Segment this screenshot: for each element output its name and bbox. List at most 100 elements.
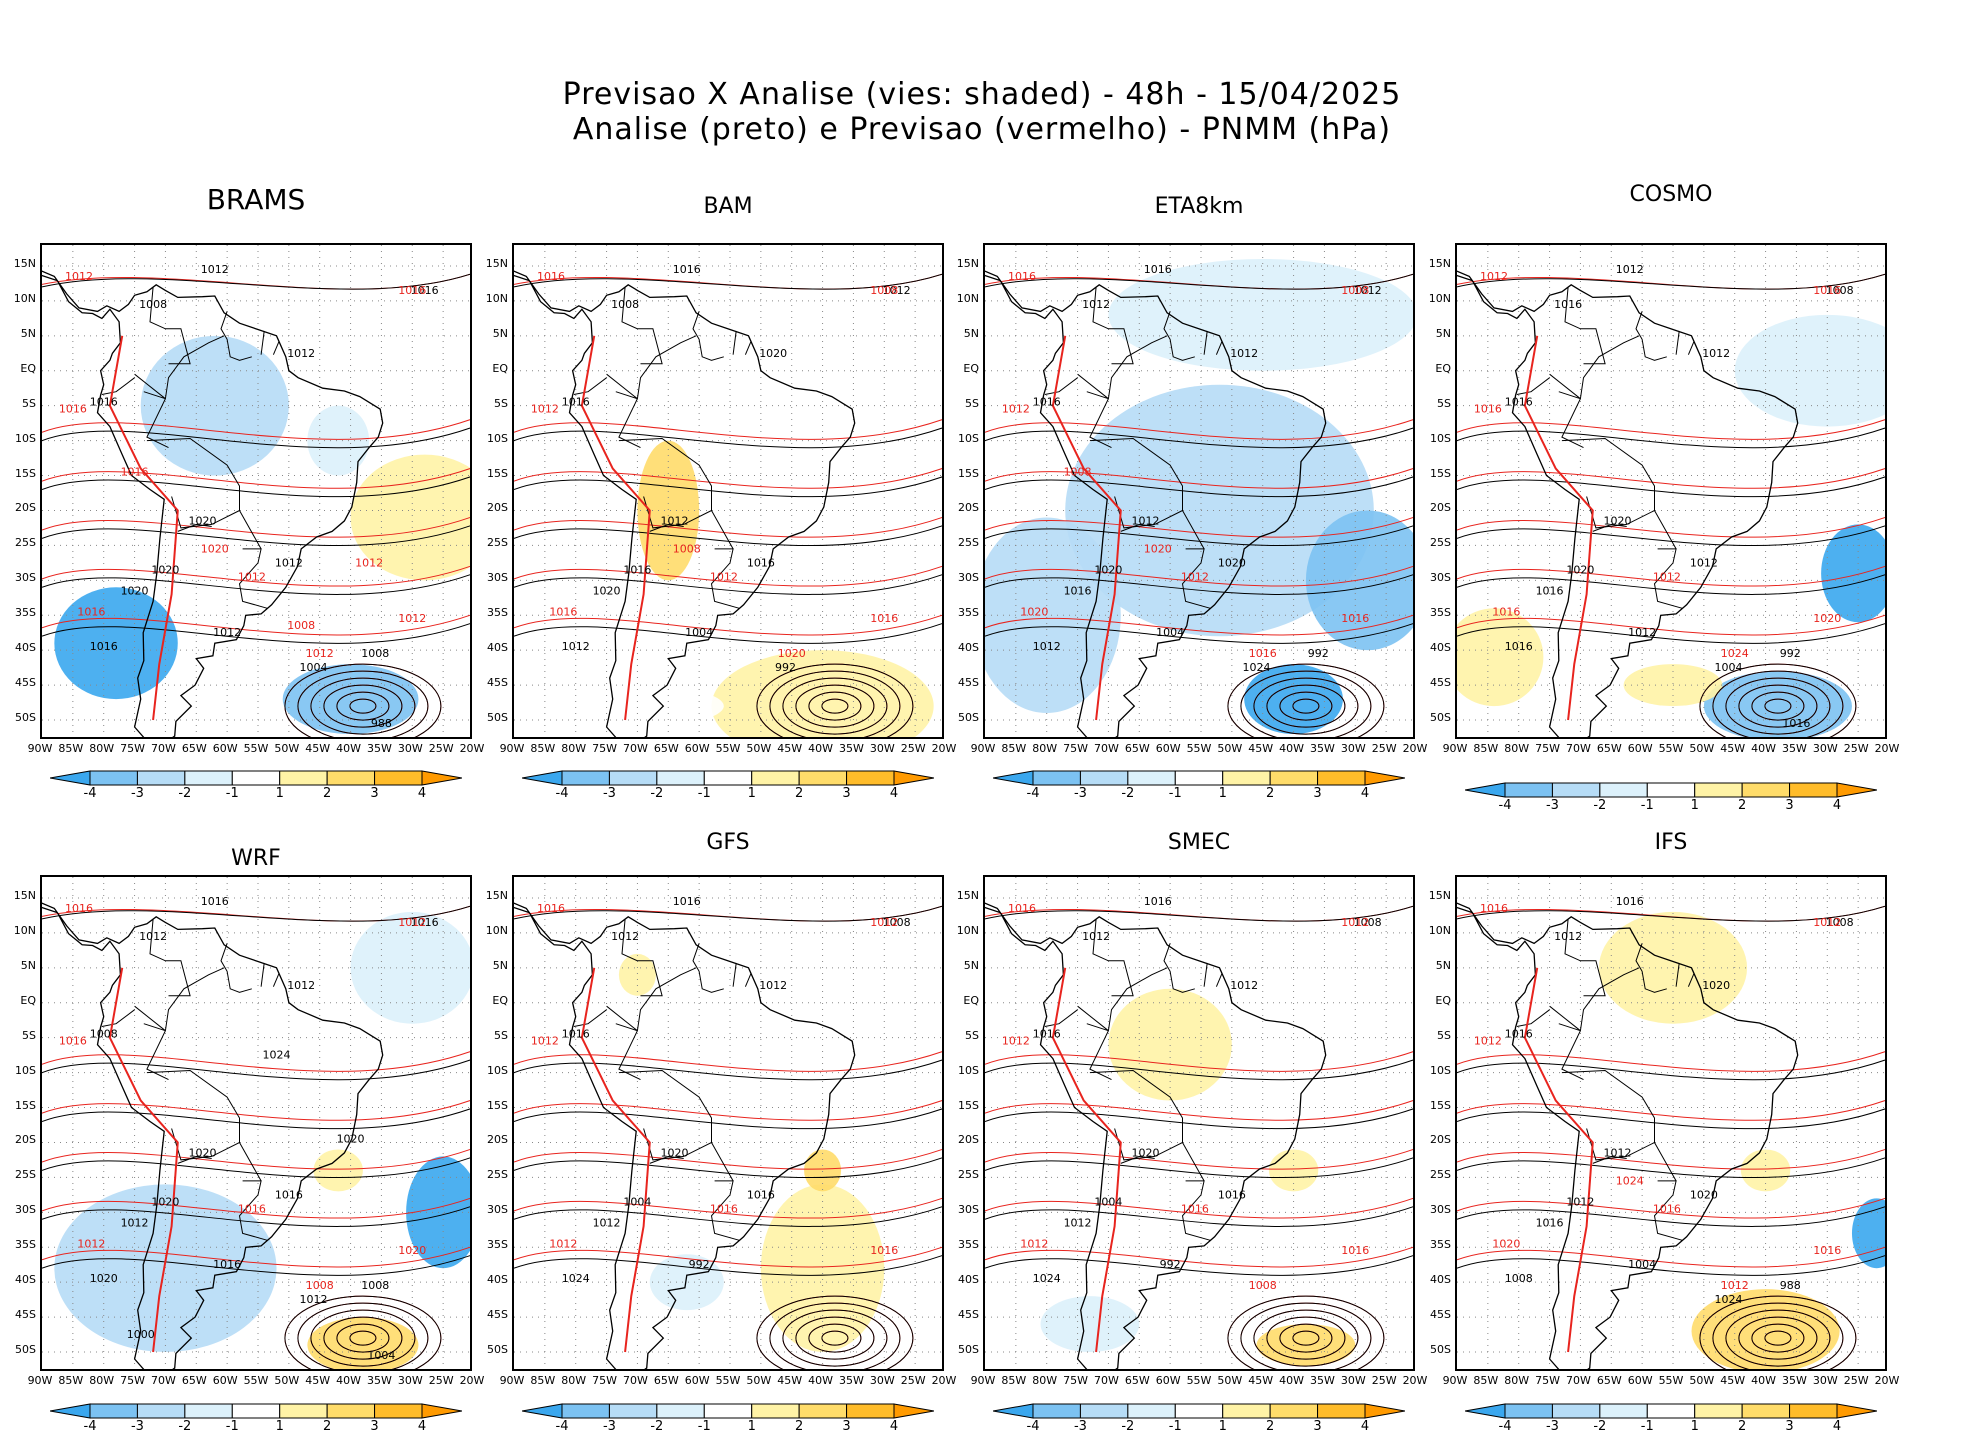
country-border: [1163, 311, 1195, 361]
longitude-label: 85W: [58, 1374, 84, 1387]
colorbar-label: -3: [1545, 1419, 1559, 1434]
isobar-line: [1457, 467, 1885, 489]
bias-shade: [1734, 314, 1885, 427]
isobar-line: [42, 1255, 470, 1276]
longitude-label: 60W: [1627, 1374, 1653, 1387]
map-frame: 1012 1008 1016 1012 1016 1020 1012 1020 1020 1016…: [40, 243, 472, 739]
country-border: [1215, 973, 1223, 987]
country-border: [732, 330, 737, 355]
analysis-isobar-label: 1020: [188, 1146, 216, 1159]
forecast-isobar-label: 1012: [1020, 1237, 1048, 1250]
colorbar-label: 3: [370, 1419, 379, 1434]
longitude-label: 45W: [1248, 1374, 1274, 1387]
longitude-label: 55W: [1186, 1374, 1212, 1387]
colorbar-label: -4: [555, 1419, 569, 1434]
longitude-label: 65W: [181, 1374, 207, 1387]
analysis-isobar-label: 1020: [151, 563, 179, 576]
low-pressure-isobar: [756, 1295, 914, 1369]
analysis-isobar-label: 1020: [1702, 979, 1730, 992]
panel-title: ETA8km: [1154, 194, 1244, 219]
bias-shade: [1040, 1296, 1140, 1353]
country-border: [146, 967, 225, 1081]
analysis-isobar-label: 1012: [1616, 263, 1644, 276]
latitude-label: 5S: [494, 396, 508, 410]
analysis-isobar-label: 1016: [673, 895, 701, 908]
low-pressure-isobar: [769, 1302, 901, 1369]
forecast-isobar-label: 1020: [778, 647, 806, 660]
analysis-isobar-label: 1020: [1218, 556, 1246, 569]
forecast-isobar-label: 1012: [531, 1035, 559, 1048]
longitude-label: 45W: [1720, 1374, 1746, 1387]
latitude-label: 25S: [958, 1168, 979, 1182]
analysis-isobar-label: 1016: [1033, 396, 1061, 409]
country-border: [606, 1005, 638, 1032]
latitude-label: 5N: [963, 958, 979, 972]
colorbar-segment: [231, 770, 281, 786]
latitude-label: 5S: [1437, 396, 1451, 410]
country-border: [1635, 943, 1667, 993]
forecast-isobar-label: 1008: [673, 542, 701, 555]
bias-shade: [1108, 258, 1413, 371]
pressure-map: 1016101210161012100810201016101210201020…: [42, 877, 470, 1369]
analysis-isobar-label: 992: [689, 1258, 710, 1271]
latitude-label: 20S: [1430, 1133, 1451, 1147]
colorbar-arrow-low: [522, 1403, 563, 1419]
country-border: [692, 311, 724, 361]
longitude-label: 75W: [120, 1374, 145, 1387]
country-border: [1564, 286, 1606, 365]
longitude-label: 25W: [1843, 742, 1869, 755]
map-frame: 1016 1012 1008 1020 1016 1012 1020 1016 1012 1008…: [1455, 875, 1887, 1371]
low-pressure-isobar: [1699, 663, 1857, 737]
forecast-isobar-label: 1016: [1341, 612, 1369, 625]
forecast-isobar-label: 1016: [1813, 1244, 1841, 1257]
isobar-line: [985, 1157, 1413, 1179]
colorbar: [50, 770, 462, 786]
latitude-label: 20S: [15, 501, 36, 515]
latitude-label: 40S: [958, 641, 979, 655]
bias-shade: [282, 664, 419, 735]
analysis-isobar-label: 1012: [1082, 298, 1110, 311]
forecast-isobar-label: 1012: [65, 270, 93, 283]
analysis-isobar-label: 1020: [188, 514, 216, 527]
longitude-label: 80W: [1032, 1374, 1058, 1387]
forecast-isobar-label: 1016: [1813, 284, 1841, 297]
longitude-label: 75W: [120, 742, 145, 755]
forecast-isobar-label: 1024: [1616, 1174, 1644, 1187]
panel-title: IFS: [1654, 830, 1688, 855]
latitude-label: 35S: [958, 606, 979, 620]
colorbar-label: 3: [370, 786, 379, 801]
latitude-label: 45S: [15, 1308, 36, 1322]
low-pressure-isobar: [782, 1309, 888, 1367]
analysis-isobar-label: 1012: [593, 1216, 621, 1229]
isobar-line: [985, 1246, 1413, 1268]
isobar-line: [985, 525, 1413, 547]
colorbar: [993, 770, 1405, 786]
isobar-line: [42, 905, 470, 922]
longitude-label: 45W: [777, 1374, 803, 1387]
latitude-label: 50S: [487, 1343, 508, 1357]
forecast-isobar-label: 1012: [398, 612, 426, 625]
forecast-isobar-label: 1016: [1474, 403, 1502, 416]
bias-shade: [54, 1184, 277, 1353]
longitude-label: 20W: [1402, 1374, 1428, 1387]
colorbar-label: -4: [1498, 1419, 1512, 1434]
latitude-label: 40S: [15, 1273, 36, 1287]
bias-shade: [551, 685, 724, 728]
longitude-label: 40W: [808, 1374, 833, 1387]
low-pressure-isobar: [1292, 1330, 1320, 1346]
country-border: [1203, 330, 1208, 355]
country-border: [1675, 330, 1680, 355]
analysis-isobar-label: 1020: [151, 1195, 179, 1208]
analysis-isobar-label: 1020: [1690, 1188, 1718, 1201]
andes-contours: [580, 967, 651, 1353]
low-pressure-isobar: [808, 1323, 862, 1353]
latitude-label: 15S: [1430, 1098, 1451, 1112]
longitude-label: 60W: [684, 742, 710, 755]
pressure-map: 1016101210081020101610121020101610121008…: [1457, 877, 1885, 1369]
colorbar-segment: [231, 1403, 281, 1419]
latitude-label: 5N: [963, 326, 979, 340]
longitude-label: 70W: [1565, 742, 1591, 755]
isobar-line: [42, 419, 470, 440]
isobar-line: [42, 1157, 470, 1179]
country-border: [134, 373, 166, 400]
